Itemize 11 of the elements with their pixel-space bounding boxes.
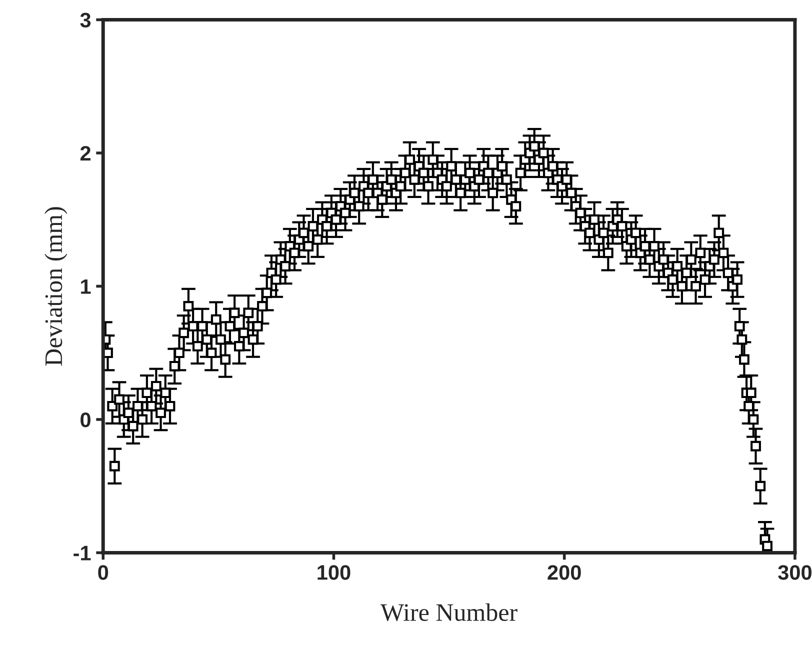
x-tick-label: 0 xyxy=(98,565,108,580)
y-tick-label: 3 xyxy=(80,12,91,28)
y-tick-label: -1 xyxy=(74,546,91,560)
y-axis-title: Deviation (mm) xyxy=(44,207,68,366)
y-tick-label: 2 xyxy=(80,146,90,161)
x-axis-title: Wire Number xyxy=(380,603,518,622)
x-tick-label: 300 xyxy=(778,565,812,580)
x-tick-label: 100 xyxy=(318,565,350,580)
y-tick-label: 0 xyxy=(80,412,90,428)
y-tick-label: 1 xyxy=(81,279,91,294)
x-tick-label: 200 xyxy=(548,565,581,580)
